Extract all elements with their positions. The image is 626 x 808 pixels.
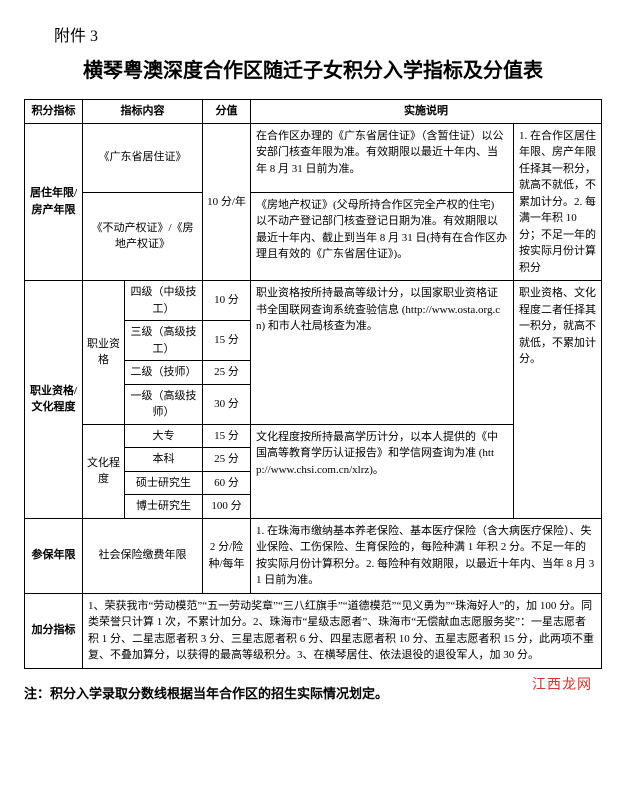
score-residence: 10 分/年 <box>203 123 251 281</box>
note-residence: 1. 在合作区居住年限、房产年限任择其一积分，就高不就低，不累加计分。2. 每满… <box>514 123 602 281</box>
impl-bonus: 1、荣获我市“劳动模范”“五一劳动奖章”“三八红旗手”“道德模范”“见义勇为”“… <box>83 593 602 668</box>
score-insurance: 2 分/险种/每年 <box>203 518 251 593</box>
prof-2: 二级（技师） <box>125 361 203 385</box>
edu-master: 硕士研究生 <box>125 471 203 495</box>
footnote: 注：积分入学录取分数线根据当年合作区的招生实际情况划定。 <box>24 683 602 702</box>
edu-benke-score: 25 分 <box>203 448 251 472</box>
impl-residence-2: 《房地产权证》(父母所持合作区完全产权的住宅) 以不动产登记部门核查登记日期为准… <box>251 192 514 280</box>
indicator-residence: 居住年限/房产年限 <box>25 123 83 281</box>
edu-benke: 本科 <box>125 448 203 472</box>
content-insurance: 社会保险缴费年限 <box>83 518 203 593</box>
content-property: 《不动产权证》/《房地产权证》 <box>83 192 203 280</box>
score-table: 积分指标 指标内容 分值 实施说明 居住年限/房产年限 《广东省居住证》 10 … <box>24 99 602 669</box>
col-score: 分值 <box>203 100 251 124</box>
watermark: 江西龙网 <box>532 674 592 694</box>
prof-3: 三级（高级技工） <box>125 321 203 361</box>
prof-3-score: 15 分 <box>203 321 251 361</box>
impl-residence-1: 在合作区办理的《广东省居住证》（含暂住证）以公安部门核查年限为准。有效期限以最近… <box>251 123 514 192</box>
edu-doctor-score: 100 分 <box>203 495 251 519</box>
col-indicator: 积分指标 <box>25 100 83 124</box>
group-edu: 文化程度 <box>83 424 125 518</box>
prof-2-score: 25 分 <box>203 361 251 385</box>
content-juzhuzheng: 《广东省居住证》 <box>83 123 203 192</box>
group-prof: 职业资格 <box>83 281 125 425</box>
page-title: 横琴粤澳深度合作区随迁子女积分入学指标及分值表 <box>24 54 602 83</box>
indicator-bonus: 加分指标 <box>25 593 83 668</box>
prof-4: 四级（中级技工） <box>125 281 203 321</box>
edu-dazhuan-score: 15 分 <box>203 424 251 448</box>
edu-master-score: 60 分 <box>203 471 251 495</box>
prof-4-score: 10 分 <box>203 281 251 321</box>
edu-dazhuan: 大专 <box>125 424 203 448</box>
col-content: 指标内容 <box>83 100 203 124</box>
impl-prof: 职业资格按所持最高等级计分，以国家职业资格证书全国联网查询系统查验信息 (htt… <box>251 281 514 425</box>
impl-edu: 文化程度按所持最高学历计分，以本人提供的《中国高等教育学历认证报告》和学信网查询… <box>251 424 514 518</box>
attachment-label: 附件 3 <box>54 22 602 46</box>
prof-1: 一级（高级技师） <box>125 384 203 424</box>
note-qualification: 职业资格、文化程度二者任择其一积分，就高不就低，不累加计分。 <box>514 281 602 519</box>
edu-doctor: 博士研究生 <box>125 495 203 519</box>
col-impl: 实施说明 <box>251 100 602 124</box>
prof-1-score: 30 分 <box>203 384 251 424</box>
impl-insurance: 1. 在珠海市缴纳基本养老保险、基本医疗保险（含大病医疗保险）、失业保险、工伤保… <box>251 518 602 593</box>
indicator-qualification: 职业资格/文化程度 <box>25 281 83 519</box>
indicator-insurance: 参保年限 <box>25 518 83 593</box>
